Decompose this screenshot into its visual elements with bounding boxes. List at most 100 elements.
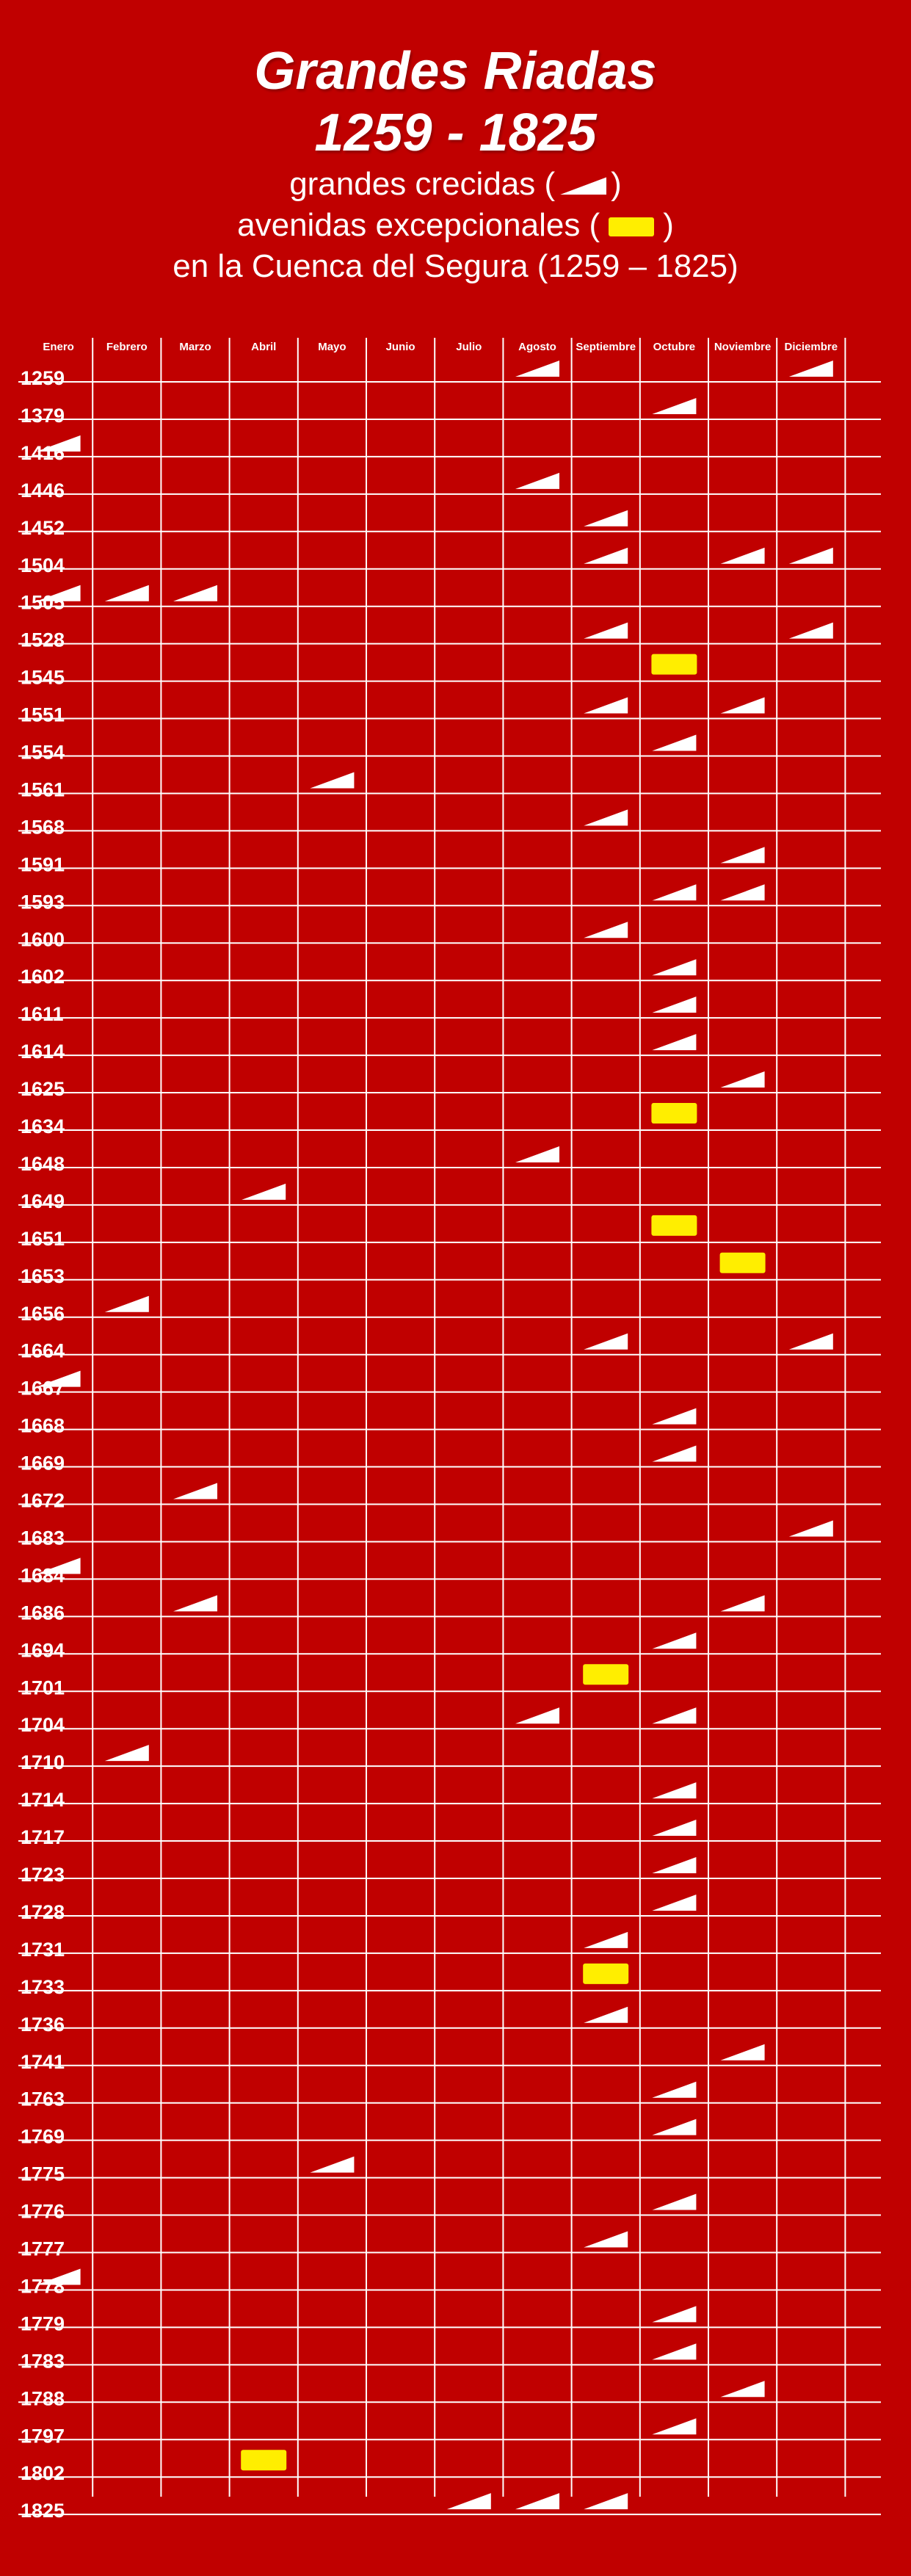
crecida-marker [36, 435, 81, 452]
legend-avenidas: avenidas excepcionales () [0, 205, 911, 246]
crecida-marker [720, 2044, 765, 2061]
crecida-marker [584, 622, 628, 639]
crecida-marker [652, 397, 697, 414]
month-header: Agosto [518, 341, 556, 353]
crecida-marker [652, 1782, 697, 1799]
crecida-marker [652, 1894, 697, 1911]
year-label: 1788 [21, 2387, 65, 2409]
crecida-marker [104, 1745, 149, 1762]
year-label: 1694 [21, 1639, 65, 1661]
crecida-marker [652, 1445, 697, 1462]
crecida-marker [584, 510, 628, 527]
year-label: 1656 [21, 1303, 65, 1325]
crecida-marker [584, 2231, 628, 2248]
year-label: 1714 [21, 1789, 65, 1811]
crecida-marker [788, 547, 833, 564]
crecida-marker [720, 547, 765, 564]
month-header: Mayo [318, 341, 346, 353]
year-label: 1668 [21, 1415, 65, 1437]
month-header: Diciembre [785, 341, 838, 353]
chart-header: Grandes Riadas 1259 - 1825 grandes creci… [0, 40, 911, 287]
crecida-marker [652, 1408, 697, 1425]
year-label: 1379 [21, 405, 65, 427]
year-label: 1683 [21, 1527, 65, 1549]
year-label: 1614 [21, 1041, 65, 1063]
year-label: 1504 [21, 554, 65, 576]
crecida-marker [515, 472, 559, 489]
year-label: 1568 [21, 816, 65, 838]
crecida-marker [104, 1295, 149, 1312]
crecida-marker [720, 847, 765, 864]
crecida-marker [788, 622, 833, 639]
year-label: 1651 [21, 1228, 65, 1250]
month-header: Julio [456, 341, 482, 353]
year-label: 1783 [21, 2350, 65, 2372]
legend-crecidas-label: grandes crecidas ( [289, 166, 556, 202]
year-label: 1731 [21, 1939, 65, 1961]
avenida-marker [583, 1963, 629, 1984]
year-label: 1723 [21, 1864, 65, 1886]
crecida-marker [652, 996, 697, 1013]
year-label: 1551 [21, 704, 65, 726]
crecida-marker [720, 1071, 765, 1088]
month-header: Noviembre [714, 341, 772, 353]
year-label: 1802 [21, 2462, 65, 2484]
year-label: 1611 [21, 1003, 64, 1025]
year-label: 1648 [21, 1153, 65, 1175]
crecida-marker [310, 772, 355, 789]
crecida-marker [584, 1931, 628, 1948]
legend-region: en la Cuenca del Segura (1259 – 1825) [173, 248, 738, 284]
crecida-marker [720, 884, 765, 901]
year-label: 1704 [21, 1714, 65, 1736]
avenida-marker [583, 1664, 629, 1685]
crecida-marker [720, 1595, 765, 1612]
year-label: 1545 [21, 667, 65, 689]
crecida-marker [584, 809, 628, 826]
year-label: 1669 [21, 1452, 65, 1475]
year-label: 1776 [21, 2201, 65, 2223]
crecida-marker [652, 2119, 697, 2135]
year-label: 1591 [21, 853, 65, 875]
avenida-rect-icon [609, 217, 655, 237]
crecida-marker [173, 585, 217, 601]
year-label: 1733 [21, 1976, 65, 1998]
year-label: 1664 [21, 1340, 65, 1362]
year-label: 1528 [21, 629, 65, 651]
year-label: 1554 [21, 742, 65, 764]
year-label: 1634 [21, 1115, 65, 1137]
month-header: Septiembre [576, 341, 636, 353]
year-label: 1777 [21, 2238, 65, 2260]
crecida-marker [788, 1333, 833, 1350]
crecida-marker [652, 959, 697, 976]
crecida-marker [652, 2193, 697, 2210]
year-label: 1779 [21, 2312, 65, 2334]
crecida-marker [652, 1820, 697, 1837]
month-header: Febrero [106, 341, 148, 353]
crecida-marker [36, 2268, 81, 2285]
crecida-marker [652, 1034, 697, 1051]
crecida-marker [652, 1632, 697, 1649]
crecida-marker [36, 585, 81, 601]
year-label: 1741 [21, 2051, 65, 2073]
crecida-marker [173, 1483, 217, 1499]
crecida-marker [242, 1183, 286, 1200]
avenida-marker [241, 2450, 287, 2471]
year-label: 1452 [21, 517, 65, 539]
year-label: 1686 [21, 1602, 65, 1624]
legend-avenidas-close: ) [663, 207, 674, 243]
month-header: Octubre [653, 341, 696, 353]
month-header: Abril [251, 341, 276, 353]
year-label: 1600 [21, 928, 65, 950]
crecida-marker [515, 2493, 559, 2510]
year-label: 1728 [21, 1901, 65, 1923]
avenida-marker [651, 654, 697, 675]
year-label: 1259 [21, 367, 65, 389]
crecida-marker [584, 2493, 628, 2510]
year-label: 1672 [21, 1490, 65, 1512]
crecida-marker [310, 2156, 355, 2173]
month-header: Marzo [179, 341, 211, 353]
year-label: 1625 [21, 1078, 65, 1100]
crecida-marker [36, 1557, 81, 1574]
crecida-marker [584, 2006, 628, 2023]
